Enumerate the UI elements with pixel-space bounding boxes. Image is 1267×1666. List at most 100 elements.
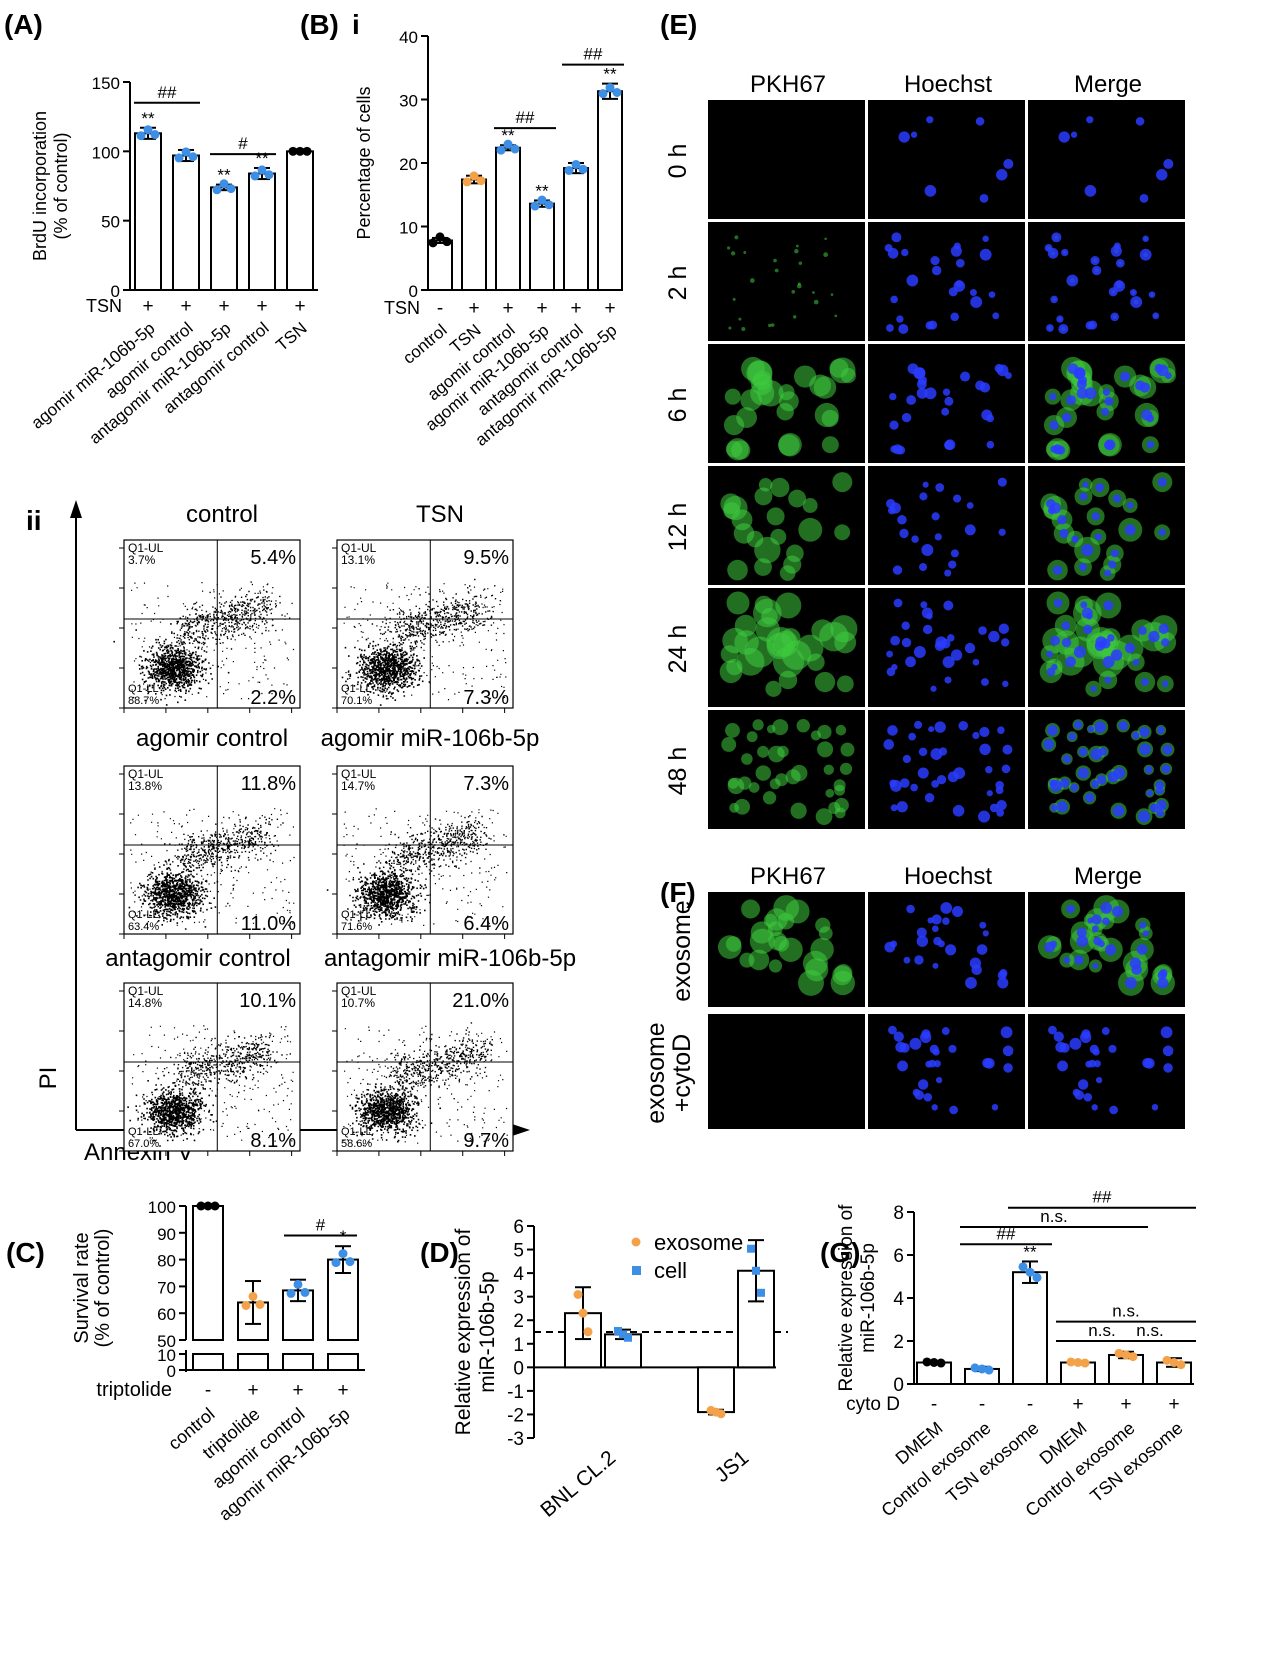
blue-nucleus	[923, 1092, 933, 1102]
blue-nucleus	[997, 977, 1009, 989]
green-cell-signal	[762, 791, 777, 805]
treatment-mark: +	[256, 296, 267, 317]
green-cell-signal	[823, 764, 834, 775]
blue-nucleus	[914, 955, 924, 965]
blue-nucleus	[931, 914, 942, 925]
blue-nucleus	[1163, 1063, 1173, 1073]
ul-percent: 10.7%	[341, 996, 375, 1010]
blue-nucleus	[906, 904, 915, 914]
bracket-label: n.s.	[1112, 1302, 1139, 1321]
y-tick-label: 100	[92, 143, 120, 162]
blue-nucleus	[1076, 927, 1087, 938]
bracket-label: ##	[997, 1224, 1016, 1243]
green-cell-signal	[802, 950, 828, 976]
panel-label-C: (C)	[6, 1237, 45, 1268]
blue-nucleus	[936, 775, 947, 785]
flow-plot-title: agomir miR-106b-5p	[321, 725, 540, 752]
blue-nucleus	[913, 646, 926, 658]
blue-nucleus	[928, 1059, 937, 1068]
data-point	[578, 164, 588, 174]
bar-lower	[327, 1353, 359, 1371]
blue-nucleus	[944, 676, 952, 684]
treatment-mark: +	[1072, 1394, 1083, 1415]
data-point	[241, 1300, 251, 1310]
treatment-mark: +	[536, 298, 547, 319]
ur-percent: 10.1%	[239, 990, 296, 1012]
data-point	[1080, 1358, 1090, 1368]
blue-nucleus	[1157, 477, 1167, 487]
green-cell-signal	[834, 964, 853, 983]
gate-label: Q1-UL	[128, 541, 164, 555]
blue-nucleus	[1052, 565, 1063, 575]
green-cell-signal	[814, 671, 836, 693]
green-cell-signal	[778, 937, 803, 962]
blue-nucleus	[899, 528, 909, 539]
panel-label-Bi: i	[352, 9, 360, 40]
blue-nucleus	[1076, 387, 1088, 399]
green-cell-signal	[790, 802, 807, 819]
ur-percent: 11.8%	[241, 773, 296, 795]
micrograph-image	[708, 222, 865, 341]
data-point	[936, 1358, 946, 1368]
bar-lower	[237, 1353, 269, 1371]
blue-nucleus	[893, 1031, 904, 1042]
green-cell-signal	[766, 507, 785, 526]
ll-gate-label: Q1-LL	[128, 683, 159, 695]
gate-label: Q1-UL	[341, 984, 377, 998]
green-cell-signal	[834, 784, 846, 796]
bar	[427, 239, 453, 291]
blue-nucleus	[1163, 158, 1174, 169]
green-cell-signal	[772, 719, 789, 736]
bracket-label: ##	[1093, 1188, 1112, 1207]
blue-nucleus	[1061, 621, 1070, 630]
blue-nucleus	[932, 962, 939, 969]
blue-nucleus	[911, 535, 919, 543]
bar	[1108, 1353, 1144, 1385]
ur-percent: 21.0%	[452, 990, 509, 1012]
chart-brdu-incorporation: 0 50 100 150 BrdU incorporation (% of control…	[28, 74, 318, 448]
blue-nucleus	[1159, 969, 1168, 978]
ll-percent: 67.0%	[128, 1138, 159, 1150]
data-point	[757, 1288, 765, 1297]
blue-nucleus	[988, 291, 996, 298]
blue-nucleus	[1043, 739, 1055, 750]
blue-nucleus	[1050, 804, 1058, 812]
blue-nucleus	[1130, 296, 1143, 308]
blue-nucleus	[914, 1090, 925, 1100]
blue-nucleus	[1000, 1026, 1013, 1039]
ll-percent: 58.6%	[341, 1138, 372, 1150]
blue-nucleus	[1160, 638, 1170, 647]
y-axis-title: Percentage of cells	[354, 86, 374, 239]
green-cell-signal	[815, 917, 831, 933]
blue-nucleus	[1059, 528, 1069, 539]
blue-nucleus	[1139, 921, 1147, 929]
micrograph-row-label: 48 h	[664, 747, 692, 796]
blue-nucleus	[931, 1104, 938, 1111]
data-point	[752, 1266, 760, 1275]
green-cell-signal	[792, 315, 797, 319]
treatment-mark: +	[502, 298, 513, 319]
blue-nucleus	[933, 1060, 941, 1068]
bar	[563, 167, 589, 291]
blue-nucleus	[940, 638, 951, 649]
chart-percentage-of-cells: 0 10 20 30 40 Percentage of cells -control + TSN…	[354, 28, 624, 450]
micrograph-row-label: exosome	[642, 1022, 670, 1123]
ul-percent: 13.1%	[341, 553, 375, 567]
green-cell-signal	[839, 762, 853, 775]
blue-nucleus	[1056, 315, 1064, 323]
blue-nucleus	[1095, 483, 1105, 492]
blue-nucleus	[905, 656, 916, 668]
data-point	[143, 125, 153, 135]
significance-label: **	[603, 65, 617, 84]
panel-label-G: (G)	[820, 1237, 860, 1268]
treatment-row-label: triptolide	[96, 1379, 172, 1401]
blue-nucleus	[887, 248, 899, 259]
data-point	[212, 185, 222, 195]
data-point	[428, 238, 438, 248]
blue-nucleus	[966, 502, 974, 509]
blue-nucleus	[1051, 232, 1062, 243]
data-point	[476, 176, 486, 186]
lr-percent: 11.0%	[241, 913, 296, 935]
blue-nucleus	[1066, 274, 1079, 287]
